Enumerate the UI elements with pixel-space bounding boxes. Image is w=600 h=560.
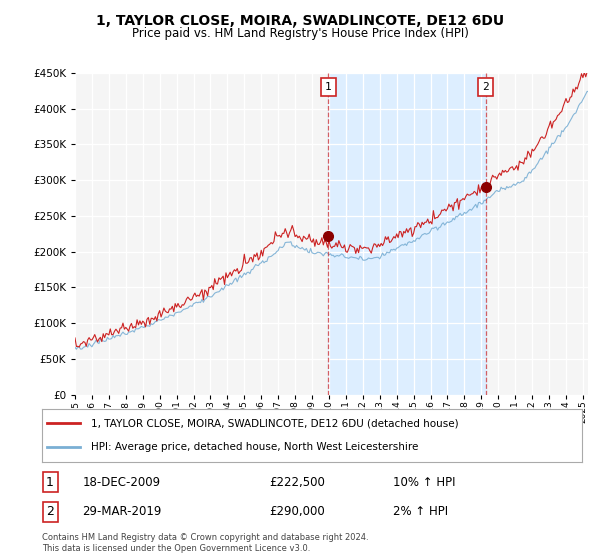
- Text: 2: 2: [482, 82, 489, 92]
- Text: 1: 1: [325, 82, 332, 92]
- Text: £290,000: £290,000: [269, 505, 325, 518]
- Text: HPI: Average price, detached house, North West Leicestershire: HPI: Average price, detached house, Nort…: [91, 442, 418, 452]
- Text: £222,500: £222,500: [269, 475, 325, 489]
- Text: 1, TAYLOR CLOSE, MOIRA, SWADLINCOTE, DE12 6DU: 1, TAYLOR CLOSE, MOIRA, SWADLINCOTE, DE1…: [96, 14, 504, 28]
- Text: 18-DEC-2009: 18-DEC-2009: [83, 475, 161, 489]
- Text: 10% ↑ HPI: 10% ↑ HPI: [393, 475, 455, 489]
- Text: Contains HM Land Registry data © Crown copyright and database right 2024.
This d: Contains HM Land Registry data © Crown c…: [42, 533, 368, 553]
- Text: 2% ↑ HPI: 2% ↑ HPI: [393, 505, 448, 518]
- Text: 29-MAR-2019: 29-MAR-2019: [83, 505, 162, 518]
- Text: 1, TAYLOR CLOSE, MOIRA, SWADLINCOTE, DE12 6DU (detached house): 1, TAYLOR CLOSE, MOIRA, SWADLINCOTE, DE1…: [91, 418, 458, 428]
- Text: Price paid vs. HM Land Registry's House Price Index (HPI): Price paid vs. HM Land Registry's House …: [131, 27, 469, 40]
- Text: 1: 1: [46, 475, 54, 489]
- Bar: [328, 73, 485, 395]
- Text: 2: 2: [46, 505, 54, 518]
